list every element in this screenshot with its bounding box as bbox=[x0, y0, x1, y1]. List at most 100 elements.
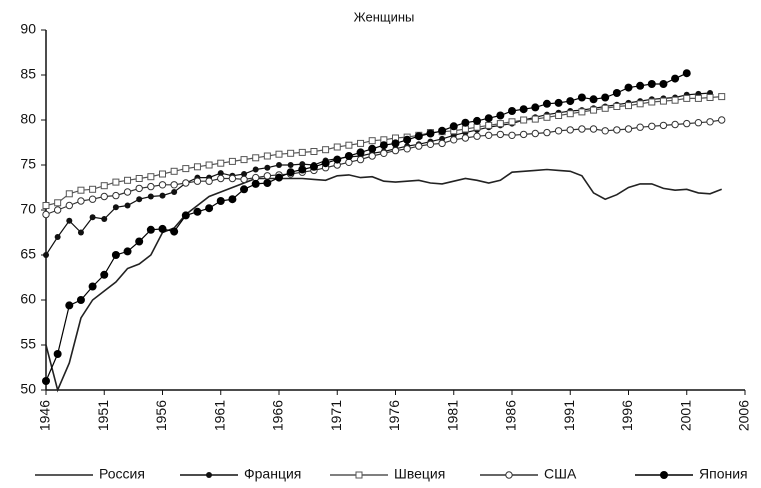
marker bbox=[368, 137, 376, 145]
marker bbox=[706, 94, 714, 101]
marker bbox=[496, 111, 505, 120]
marker bbox=[88, 282, 97, 291]
marker bbox=[484, 114, 493, 123]
marker bbox=[380, 149, 388, 158]
marker bbox=[182, 179, 190, 187]
marker bbox=[508, 131, 516, 140]
marker bbox=[54, 199, 62, 207]
marker bbox=[520, 116, 528, 124]
marker bbox=[601, 93, 610, 102]
legend-label: Франция bbox=[244, 466, 301, 482]
marker bbox=[438, 126, 447, 135]
marker bbox=[473, 132, 481, 140]
x-tick-label: 1956 bbox=[153, 400, 169, 431]
marker bbox=[275, 150, 283, 158]
series-line bbox=[45, 72, 688, 382]
marker bbox=[450, 136, 458, 144]
marker bbox=[449, 122, 458, 131]
marker bbox=[566, 110, 574, 118]
x-tick-label: 1996 bbox=[619, 400, 635, 431]
marker bbox=[694, 94, 702, 102]
marker bbox=[379, 141, 388, 150]
marker bbox=[706, 118, 714, 126]
marker bbox=[193, 207, 202, 216]
marker bbox=[505, 471, 513, 479]
marker bbox=[333, 155, 342, 164]
marker bbox=[240, 185, 249, 194]
marker bbox=[414, 132, 423, 141]
marker bbox=[147, 193, 154, 200]
marker bbox=[43, 252, 49, 258]
marker bbox=[345, 141, 353, 149]
marker bbox=[65, 301, 74, 310]
marker bbox=[671, 96, 679, 104]
marker bbox=[683, 94, 691, 102]
marker bbox=[193, 163, 201, 171]
marker bbox=[310, 148, 318, 155]
marker bbox=[181, 211, 190, 220]
marker bbox=[135, 237, 144, 246]
x-tick-label: 2001 bbox=[677, 400, 693, 431]
marker bbox=[659, 80, 668, 88]
marker bbox=[508, 107, 516, 115]
marker bbox=[263, 152, 271, 160]
marker bbox=[624, 125, 633, 133]
marker bbox=[205, 177, 213, 185]
marker bbox=[54, 234, 61, 240]
marker bbox=[263, 172, 272, 180]
marker bbox=[135, 184, 143, 193]
marker bbox=[159, 170, 166, 178]
y-tick-label: 80 bbox=[20, 111, 36, 127]
marker bbox=[473, 116, 482, 125]
marker bbox=[147, 182, 155, 191]
marker bbox=[531, 115, 539, 123]
marker bbox=[123, 188, 132, 196]
marker bbox=[519, 105, 528, 114]
marker bbox=[601, 104, 609, 112]
marker bbox=[531, 103, 540, 112]
marker bbox=[276, 162, 282, 168]
marker bbox=[89, 214, 96, 221]
marker bbox=[659, 121, 668, 130]
marker bbox=[601, 127, 609, 135]
x-tick-label: 1986 bbox=[503, 400, 519, 431]
marker bbox=[485, 121, 493, 129]
y-tick-label: 90 bbox=[20, 21, 36, 37]
marker bbox=[578, 125, 586, 133]
marker bbox=[135, 175, 143, 182]
marker bbox=[124, 176, 132, 184]
marker bbox=[613, 103, 621, 110]
x-tick-label: 1991 bbox=[561, 400, 577, 431]
marker bbox=[554, 127, 563, 135]
marker bbox=[111, 251, 120, 259]
marker bbox=[345, 158, 353, 167]
marker bbox=[241, 171, 248, 177]
marker bbox=[519, 130, 528, 139]
marker bbox=[123, 247, 132, 256]
marker bbox=[612, 89, 621, 97]
series-line bbox=[45, 119, 722, 216]
marker bbox=[496, 120, 504, 128]
marker bbox=[287, 149, 295, 157]
marker bbox=[298, 165, 307, 174]
marker bbox=[112, 178, 120, 186]
marker bbox=[193, 177, 202, 185]
marker bbox=[147, 173, 155, 181]
x-tick-label: 1966 bbox=[270, 400, 286, 431]
legend-label: Япония bbox=[699, 466, 748, 482]
marker bbox=[275, 173, 283, 182]
marker bbox=[298, 148, 306, 156]
marker bbox=[228, 195, 237, 204]
marker bbox=[264, 164, 271, 171]
marker bbox=[555, 112, 563, 119]
marker bbox=[170, 227, 179, 236]
marker bbox=[391, 139, 400, 148]
marker bbox=[42, 377, 50, 385]
marker bbox=[508, 118, 516, 126]
marker bbox=[636, 123, 644, 131]
marker bbox=[53, 350, 62, 358]
marker bbox=[76, 296, 85, 304]
marker bbox=[112, 191, 120, 200]
marker bbox=[252, 166, 259, 173]
y-tick-label: 70 bbox=[20, 201, 36, 217]
